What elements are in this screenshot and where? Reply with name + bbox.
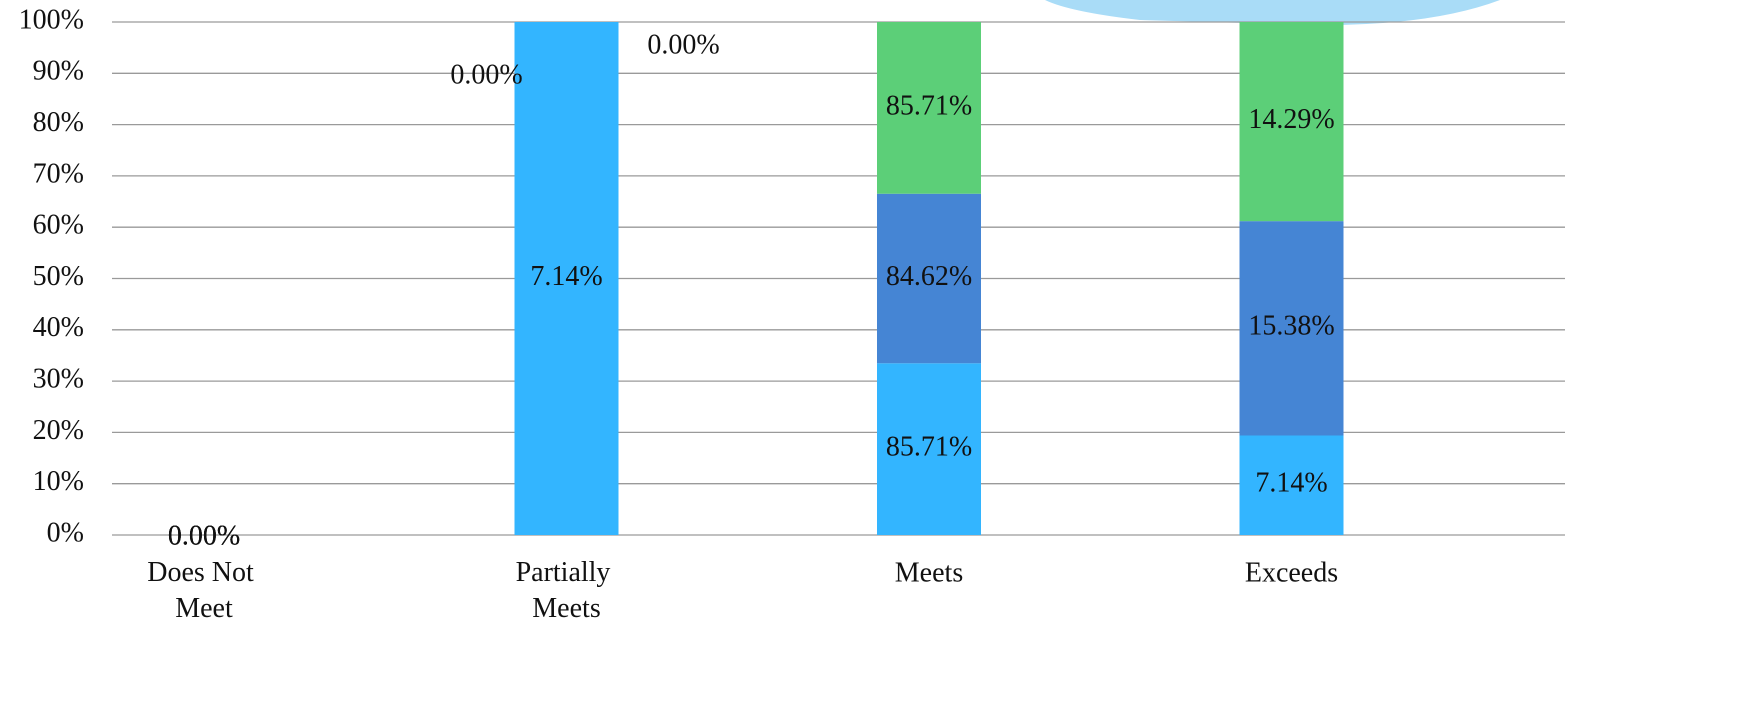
bar-segment [1239, 435, 1344, 535]
y-tick-label: 60% [33, 210, 84, 241]
x-tick-label: Does Not Meet [147, 557, 261, 624]
y-tick-label: 50% [33, 261, 84, 292]
data-label: 84.62% [886, 261, 972, 292]
data-label: 0.00% [450, 59, 522, 90]
bar-segment [1239, 221, 1344, 436]
data-label: 7.14% [1255, 468, 1327, 499]
data-label: 85.71% [886, 432, 972, 463]
y-tick-label: 10% [33, 466, 84, 497]
y-tick-label: 100% [19, 4, 84, 35]
data-label: 0.00% [168, 520, 240, 551]
y-tick-label: 90% [33, 56, 84, 87]
bar-segment [1239, 22, 1344, 222]
y-tick-label: 70% [33, 158, 84, 189]
x-tick-label: Meets [895, 557, 963, 588]
bar-segment [877, 193, 981, 364]
bar-segment [514, 22, 619, 535]
bar-segment [877, 22, 981, 194]
x-tick-label: Exceeds [1245, 557, 1338, 588]
y-tick-label: 0% [47, 517, 84, 548]
data-label: 85.71% [886, 90, 972, 121]
data-label: 7.14% [530, 261, 602, 292]
data-label: 0.00% [168, 520, 240, 551]
x-tick-label: Partially Meets [516, 557, 618, 624]
data-label: 15.38% [1248, 311, 1334, 342]
y-tick-label: 40% [33, 312, 84, 343]
data-label: 0.00% [647, 29, 719, 60]
y-tick-label: 20% [33, 415, 84, 446]
y-tick-label: 30% [33, 364, 84, 395]
data-label: 0.00% [168, 520, 240, 551]
y-tick-label: 80% [33, 107, 84, 138]
bar-segment [877, 363, 981, 535]
overlay-shape [1045, 0, 1500, 25]
data-label: 14.29% [1248, 104, 1334, 135]
